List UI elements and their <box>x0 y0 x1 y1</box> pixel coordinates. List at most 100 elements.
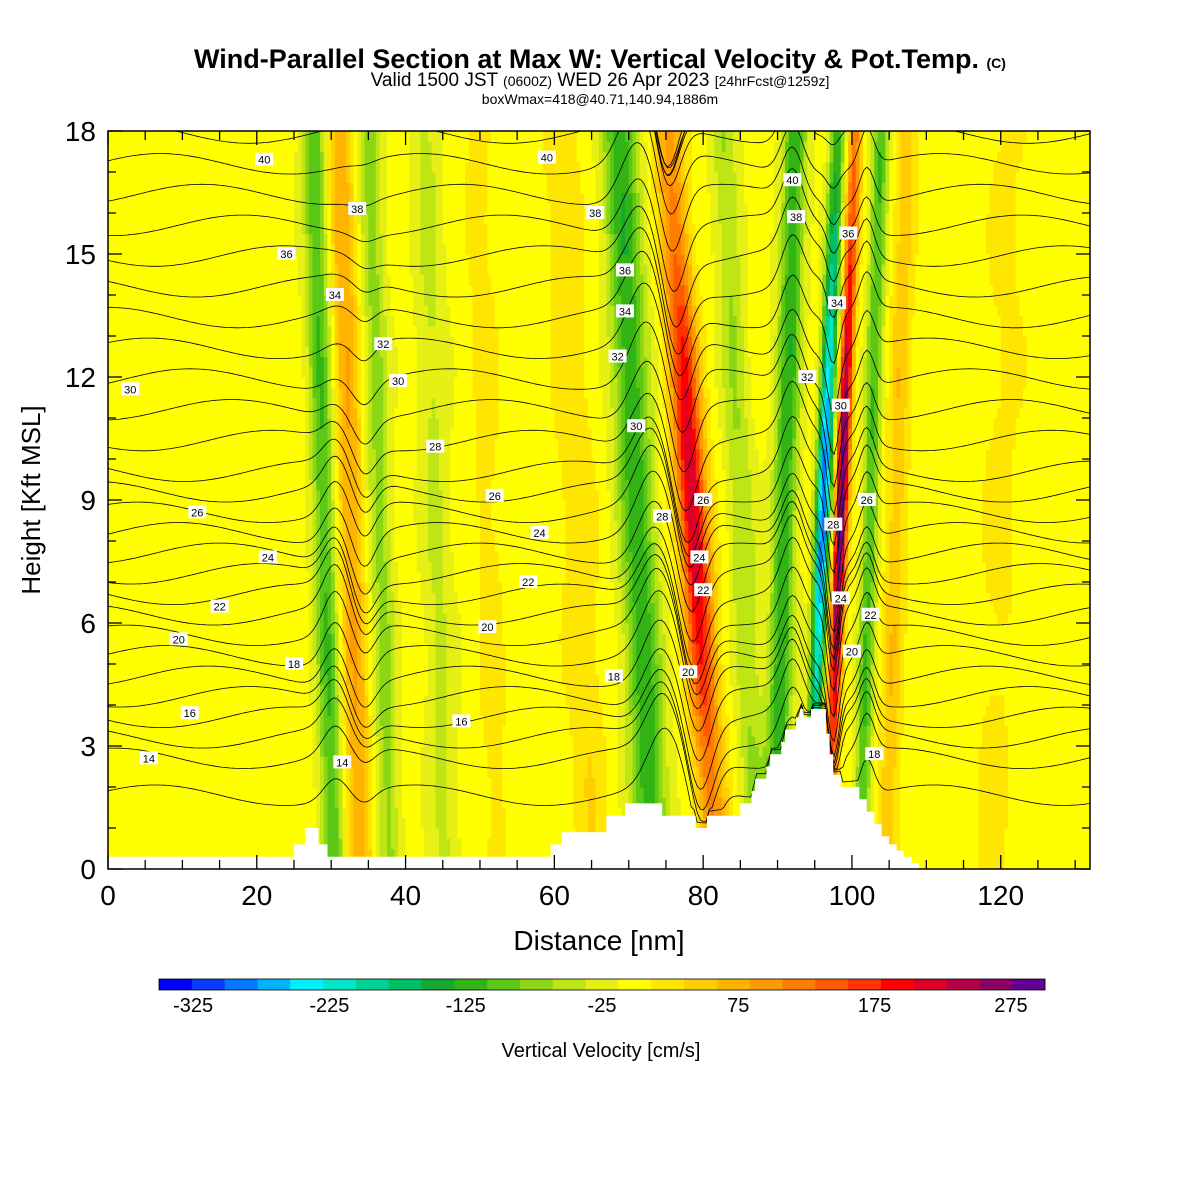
field-cell <box>200 797 206 809</box>
field-cell <box>156 602 161 614</box>
field-cell <box>338 530 343 542</box>
field-cell <box>186 356 191 368</box>
field-cell <box>312 582 317 593</box>
field-cell <box>260 500 265 511</box>
field-cell <box>145 612 150 624</box>
field-cell <box>197 161 202 173</box>
field-cell <box>108 366 113 378</box>
field-cell <box>275 438 280 450</box>
field-cell <box>305 161 310 173</box>
field-cell <box>111 182 117 194</box>
field-cell <box>342 356 347 368</box>
field-cell <box>200 438 206 450</box>
field-cell <box>167 541 172 552</box>
field-cell <box>126 664 131 675</box>
field-cell <box>271 715 276 727</box>
field-cell <box>167 756 172 768</box>
field-cell <box>137 787 143 798</box>
field-cell <box>171 315 176 327</box>
field-cell <box>171 551 176 563</box>
field-cell <box>130 797 135 809</box>
field-cell <box>334 530 340 542</box>
field-cell <box>119 325 124 337</box>
field-cell <box>323 469 329 481</box>
field-cell <box>152 551 157 563</box>
field-cell <box>134 182 139 194</box>
field-cell <box>122 161 128 173</box>
field-cell <box>212 192 217 204</box>
field-cell <box>308 346 314 358</box>
field-cell <box>238 182 243 194</box>
field-cell <box>323 315 329 327</box>
field-cell <box>137 407 143 419</box>
field-cell <box>208 664 213 675</box>
field-cell <box>167 715 172 727</box>
field-cell <box>223 664 228 675</box>
field-cell <box>234 397 239 409</box>
field-cell <box>253 213 258 224</box>
field-cell <box>241 520 247 532</box>
field-cell <box>178 653 183 665</box>
field-cell <box>245 828 250 839</box>
field-cell <box>208 653 213 665</box>
field-cell <box>297 489 303 501</box>
field-cell <box>245 182 250 194</box>
field-cell <box>122 223 128 235</box>
field-cell <box>323 387 329 399</box>
field-cell <box>111 213 117 224</box>
field-cell <box>267 407 273 419</box>
field-cell <box>234 479 239 491</box>
field-cell <box>148 346 154 358</box>
field-cell <box>338 500 343 511</box>
field-cell <box>334 397 340 409</box>
field-cell <box>308 284 314 296</box>
field-cell <box>316 756 321 768</box>
field-cell <box>148 192 154 204</box>
field-cell <box>208 305 213 317</box>
field-cell <box>353 305 358 317</box>
field-cell <box>145 500 150 511</box>
field-cell <box>293 295 299 306</box>
field-cell <box>189 582 195 593</box>
field-cell <box>320 397 325 409</box>
field-cell <box>174 448 180 460</box>
field-cell <box>264 141 269 153</box>
field-cell <box>115 315 120 327</box>
field-cell <box>171 592 176 604</box>
field-cell <box>327 807 332 819</box>
field-cell <box>256 418 262 429</box>
field-cell <box>208 223 213 235</box>
field-cell <box>130 459 135 470</box>
field-cell <box>253 633 258 645</box>
field-cell <box>245 131 250 142</box>
field-cell <box>145 264 150 276</box>
field-cell <box>126 438 131 450</box>
field-cell <box>145 223 150 235</box>
field-cell <box>174 356 180 368</box>
field-cell <box>267 612 273 624</box>
field-cell <box>200 828 206 839</box>
field-cell <box>346 356 351 368</box>
field-cell <box>197 653 202 665</box>
field-cell <box>249 479 254 491</box>
field-cell <box>349 479 355 491</box>
field-cell <box>178 254 183 265</box>
field-cell <box>204 366 210 378</box>
field-cell <box>215 377 221 388</box>
field-cell <box>279 479 284 491</box>
field-cell <box>360 325 366 337</box>
field-cell <box>245 397 250 409</box>
field-cell <box>148 172 154 183</box>
field-cell <box>334 838 340 850</box>
field-cell <box>122 684 128 696</box>
field-cell <box>208 315 213 327</box>
field-cell <box>115 674 120 686</box>
field-cell <box>160 274 165 286</box>
field-cell <box>119 356 124 368</box>
field-cell <box>334 428 340 440</box>
field-cell <box>134 213 139 224</box>
field-cell <box>160 653 165 665</box>
field-cell <box>227 325 232 337</box>
field-cell <box>212 131 217 142</box>
field-cell <box>327 500 332 511</box>
